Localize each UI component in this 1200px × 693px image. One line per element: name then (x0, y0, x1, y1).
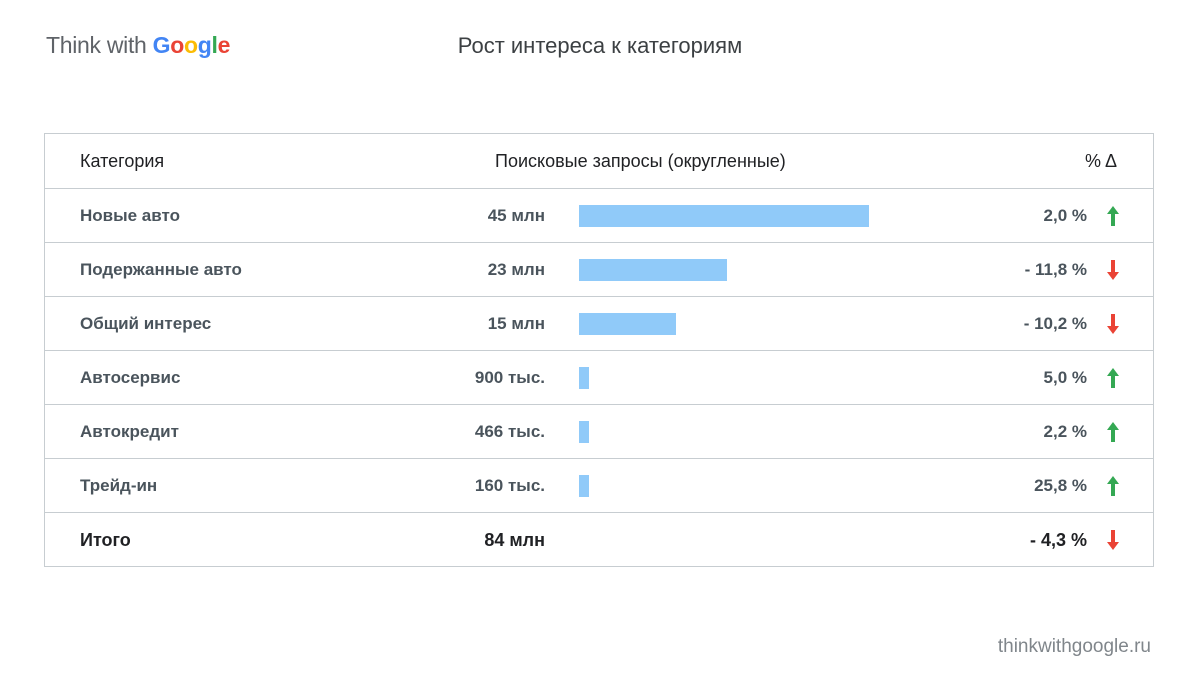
row-bar (579, 475, 589, 497)
arrow-down-icon (1103, 297, 1123, 351)
table-row: Новые авто 45 млн 2,0 % (45, 188, 1153, 243)
row-change: 2,0 % (1043, 206, 1087, 225)
row-change: 2,2 % (1043, 422, 1087, 441)
table-row: Подержанные авто 23 млн - 11,8 % (45, 242, 1153, 297)
footer-url: thinkwithgoogle.ru (997, 636, 1151, 657)
logo-o1: o (170, 32, 184, 58)
row-change: 5,0 % (1043, 368, 1087, 387)
row-bar (579, 259, 727, 281)
table-row: Общий интерес 15 млн - 10,2 % (45, 296, 1153, 351)
header-category: Категория (80, 150, 165, 171)
row-category: Трейд-ин (80, 476, 158, 495)
arrow-up-icon (1103, 405, 1123, 459)
row-category: Автокредит (80, 422, 179, 441)
think-with-google-logo: Think with Google (46, 32, 230, 59)
row-category: Общий интерес (80, 314, 212, 333)
table-row: Автокредит 466 тыс. 2,2 % (45, 404, 1153, 459)
row-bar (579, 367, 589, 389)
row-category: Автосервис (80, 368, 181, 387)
row-bar (579, 313, 676, 335)
table-row: Автосервис 900 тыс. 5,0 % (45, 350, 1153, 405)
category-table: Категория Поисковые запросы (округленные… (44, 133, 1154, 567)
row-category: Подержанные авто (80, 260, 242, 279)
row-searches: 23 млн (487, 260, 545, 279)
row-searches: 900 тыс. (474, 368, 545, 387)
row-bar (579, 421, 589, 443)
table-row: Трейд-ин 160 тыс. 25,8 % (45, 458, 1153, 513)
row-searches: 45 млн (487, 206, 545, 225)
row-change: - 4,3 % (1029, 529, 1087, 550)
arrow-up-icon (1103, 459, 1123, 513)
arrow-up-icon (1103, 351, 1123, 405)
logo-l: l (211, 32, 218, 58)
row-searches: 84 млн (484, 529, 545, 550)
logo-g2: g (197, 32, 212, 58)
row-category: Новые авто (80, 206, 180, 225)
logo-think-text: Think with (46, 32, 153, 58)
page-title: Рост интереса к категориям (457, 33, 743, 58)
row-searches: 160 тыс. (474, 476, 545, 495)
logo-o2: o (183, 32, 198, 58)
table-header: Категория Поисковые запросы (округленные… (45, 134, 1153, 188)
row-change: - 11,8 % (1024, 260, 1087, 279)
row-change: 25,8 % (1034, 476, 1087, 495)
row-searches: 466 тыс. (474, 422, 545, 441)
row-category: Итого (80, 529, 131, 550)
row-change: - 10,2 % (1023, 314, 1087, 333)
header-searches: Поисковые запросы (округленные) (495, 150, 786, 171)
arrow-down-icon (1103, 513, 1123, 567)
row-bar (579, 205, 869, 227)
arrow-up-icon (1103, 189, 1123, 243)
arrow-down-icon (1103, 243, 1123, 297)
row-searches: 15 млн (487, 314, 545, 333)
logo-g1: G (152, 32, 171, 58)
logo-e: e (217, 32, 231, 58)
total-row: Итого 84 млн - 4,3 % (45, 512, 1153, 567)
header-delta: % Δ (1084, 150, 1117, 171)
